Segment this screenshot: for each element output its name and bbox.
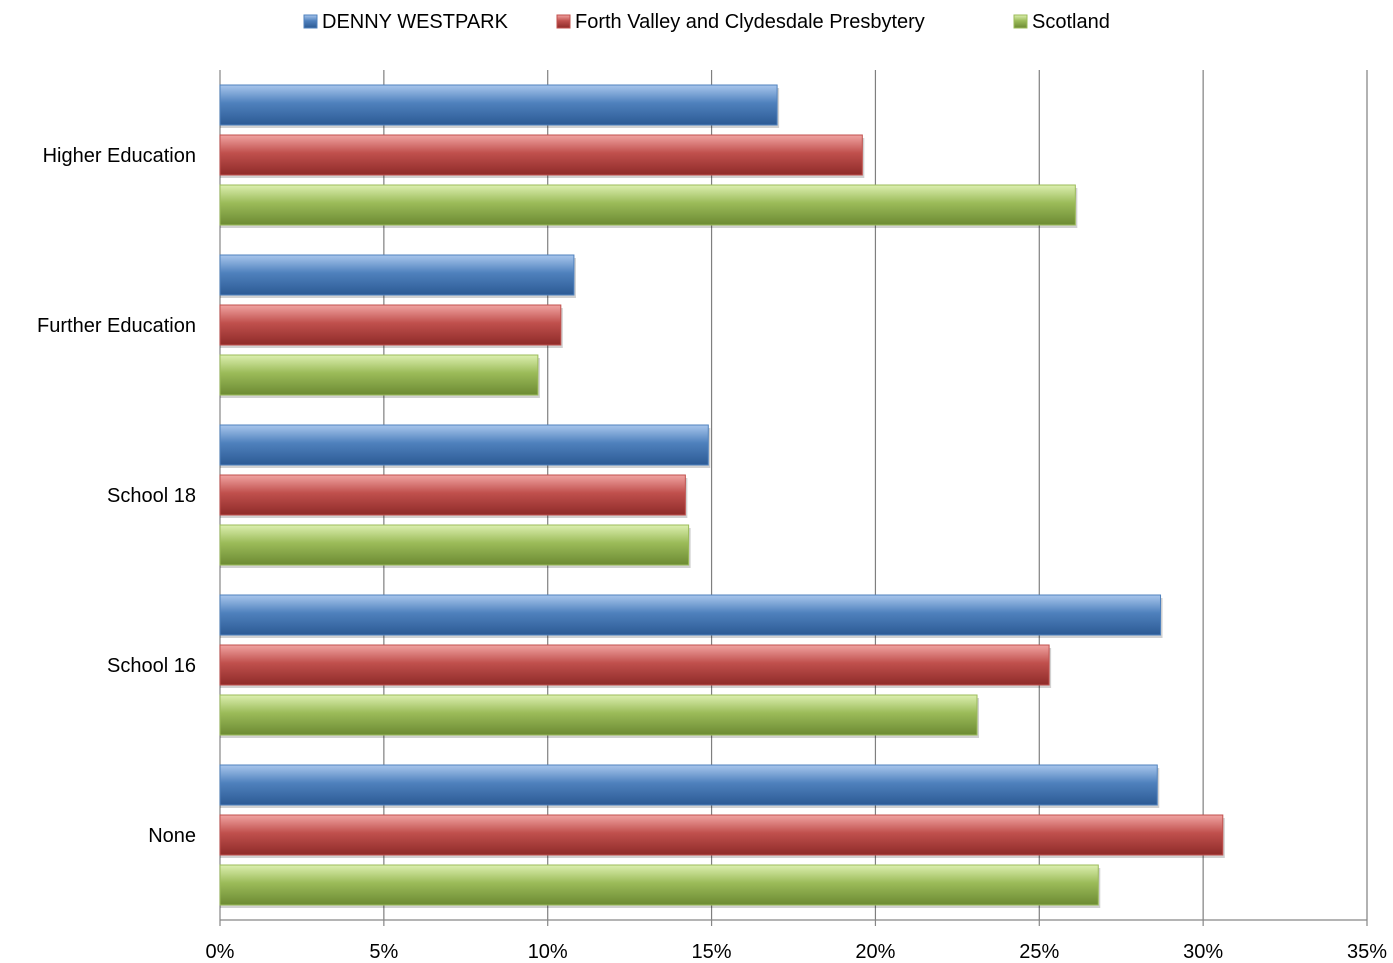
bar [219,84,778,126]
category-label: None [148,825,196,847]
bar-forth-valley-and-clydesdale-presbytery [219,644,1052,688]
x-tick-label: 15% [692,941,732,963]
bar [219,354,539,396]
bar-denny-westpark [219,254,576,298]
bar [219,184,1076,226]
bar-scotland [219,694,980,738]
category-labels: Higher Education Further Education School … [37,145,196,847]
bar-forth-valley-and-clydesdale-presbytery [219,474,688,518]
legend-item: DENNY WESTPARK [303,11,509,33]
legend-item: Forth Valley and Clydesdale Presbytery [556,11,925,33]
legend-label: Forth Valley and Clydesdale Presbytery [575,11,925,33]
bar-scotland [219,354,540,398]
legend-swatch [303,14,318,29]
x-tick-label: 5% [369,941,398,963]
bar-forth-valley-and-clydesdale-presbytery [219,304,563,348]
bar [219,524,690,566]
bars [219,84,1225,908]
bar [219,304,562,346]
bar [219,254,575,296]
bar-scotland [219,184,1078,228]
bar-denny-westpark [219,424,711,468]
x-tick-label: 35% [1347,941,1387,963]
bar-denny-westpark [219,594,1163,638]
category-label: Further Education [37,315,196,337]
x-axis-ticks: 0% 5% 10% 15% 20% 25% 30% 35% [206,941,1388,963]
x-tick-label: 30% [1183,941,1223,963]
category-label: School 18 [107,485,196,507]
category-label: Higher Education [43,145,196,167]
legend-label: Scotland [1032,11,1110,33]
bar-denny-westpark [219,764,1160,808]
bar [219,814,1224,856]
bar [219,864,1099,906]
x-tick-label: 10% [528,941,568,963]
bar-forth-valley-and-clydesdale-presbytery [219,814,1225,858]
bar [219,594,1162,636]
bar [219,134,863,176]
legend-swatch [556,14,571,29]
bar [219,694,978,736]
x-tick-label: 20% [855,941,895,963]
x-tick-label: 0% [206,941,235,963]
bar-scotland [219,864,1101,908]
bar [219,764,1158,806]
bar-scotland [219,524,691,568]
x-tick-label: 25% [1019,941,1059,963]
bar-denny-westpark [219,84,780,128]
bar [219,474,686,516]
bar-forth-valley-and-clydesdale-presbytery [219,134,865,178]
legend-swatch [1013,14,1028,29]
category-label: School 16 [107,655,196,677]
legend-label: DENNY WESTPARK [322,11,509,33]
legend-item: Scotland [1013,11,1110,33]
legend: DENNY WESTPARK Forth Valley and Clydesdal… [303,11,1110,33]
bar [219,424,709,466]
bar [219,644,1050,686]
